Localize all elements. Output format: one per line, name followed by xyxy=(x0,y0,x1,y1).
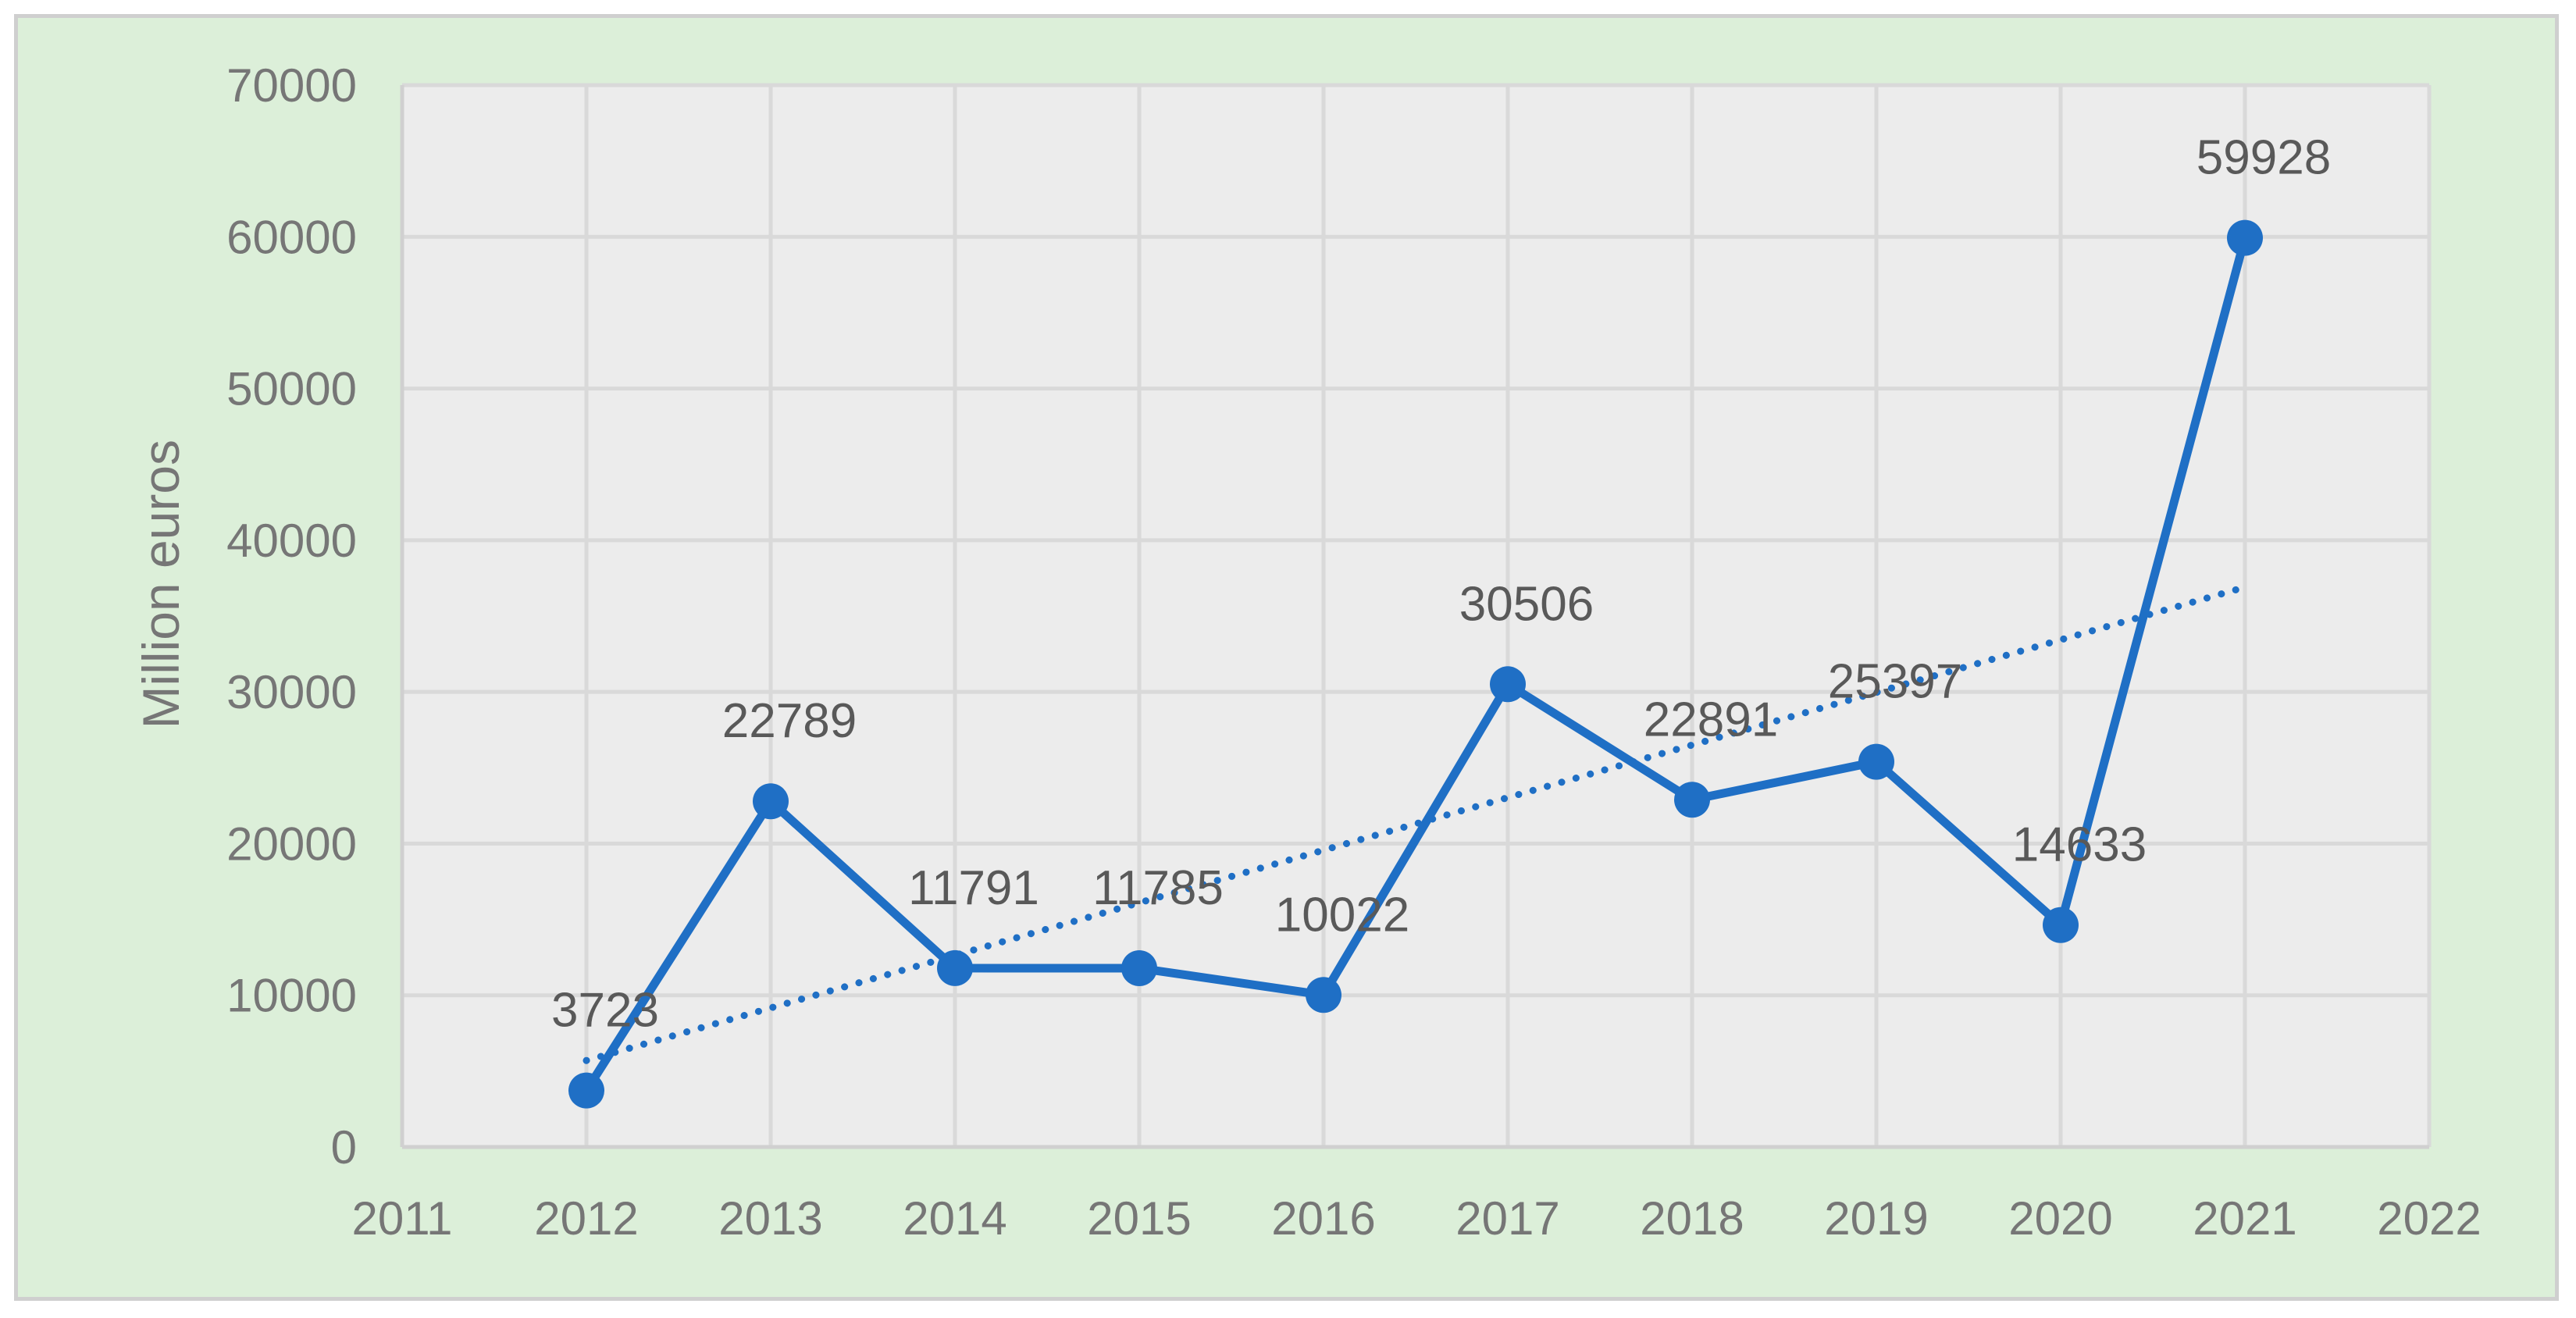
data-label-2016: 10022 xyxy=(1275,888,1409,942)
gridlines xyxy=(400,83,2432,1149)
data-point-2012 xyxy=(568,1072,604,1109)
axes: 0 10000 20000 30000 40000 50000 60000 70000 2011… xyxy=(226,59,2482,1245)
data-point-2014 xyxy=(937,949,973,986)
data-label-2018: 22891 xyxy=(1644,693,1778,746)
data-label-2012: 3723 xyxy=(551,984,659,1038)
data-point-2013 xyxy=(753,783,789,820)
x-tick-label-2015: 2015 xyxy=(1087,1192,1191,1245)
y-tick-label-10000: 10000 xyxy=(226,970,357,1022)
y-tick-label-40000: 40000 xyxy=(226,515,357,567)
data-point-2015 xyxy=(1121,950,1157,987)
x-tick-label-2013: 2013 xyxy=(718,1192,822,1245)
x-tick-label-2021: 2021 xyxy=(2193,1192,2296,1245)
x-tick-label-2014: 2014 xyxy=(903,1192,1007,1245)
x-tick-label-2019: 2019 xyxy=(1824,1192,1928,1245)
x-tick-label-2012: 2012 xyxy=(534,1192,638,1245)
data-point-2016 xyxy=(1306,977,1341,1013)
y-tick-label-30000: 30000 xyxy=(226,666,357,718)
data-label-2017: 30506 xyxy=(1459,577,1594,631)
data-label-2015: 11785 xyxy=(1092,861,1224,915)
data-point-2021 xyxy=(2227,219,2263,256)
y-tick-label-20000: 20000 xyxy=(226,818,357,870)
y-axis-title: Million euros xyxy=(132,440,190,728)
y-tick-label-50000: 50000 xyxy=(226,363,357,415)
data-point-2019 xyxy=(1858,743,1894,780)
data-label-2020: 14633 xyxy=(2012,818,2147,872)
y-tick-label-70000: 70000 xyxy=(226,59,357,112)
x-tick-label-2011: 2011 xyxy=(351,1192,452,1245)
data-point-2020 xyxy=(2043,907,2079,943)
x-tick-label-2017: 2017 xyxy=(1455,1192,1559,1245)
data-point-2018 xyxy=(1674,782,1710,818)
plot-area xyxy=(402,85,2429,1147)
data-label-2019: 25397 xyxy=(1828,655,1962,709)
trendline xyxy=(583,583,2249,1064)
x-tick-label-2022: 2022 xyxy=(2377,1192,2481,1245)
line-chart: 0 10000 20000 30000 40000 50000 60000 70000 2011… xyxy=(132,59,2482,1245)
series-layer xyxy=(568,219,2263,1109)
x-tick-label-2018: 2018 xyxy=(1640,1192,1744,1245)
series-line xyxy=(582,233,2250,1095)
y-tick-label-0: 0 xyxy=(331,1121,357,1174)
x-tick-label-2016: 2016 xyxy=(1271,1192,1375,1245)
chart-frame: 0 10000 20000 30000 40000 50000 60000 70000 2011… xyxy=(14,14,2559,1301)
data-label-layer: 3723 22789 11791 11785 10022 30506 22891 25397 1… xyxy=(551,131,2331,1038)
data-label-2014: 11791 xyxy=(908,861,1039,915)
data-label-2013: 22789 xyxy=(722,694,857,748)
x-tick-label-2020: 2020 xyxy=(2008,1192,2112,1245)
data-point-2017 xyxy=(1490,666,1526,703)
data-label-2021: 59928 xyxy=(2197,131,2331,185)
trendline-layer xyxy=(583,583,2249,1064)
y-tick-label-60000: 60000 xyxy=(226,211,357,263)
